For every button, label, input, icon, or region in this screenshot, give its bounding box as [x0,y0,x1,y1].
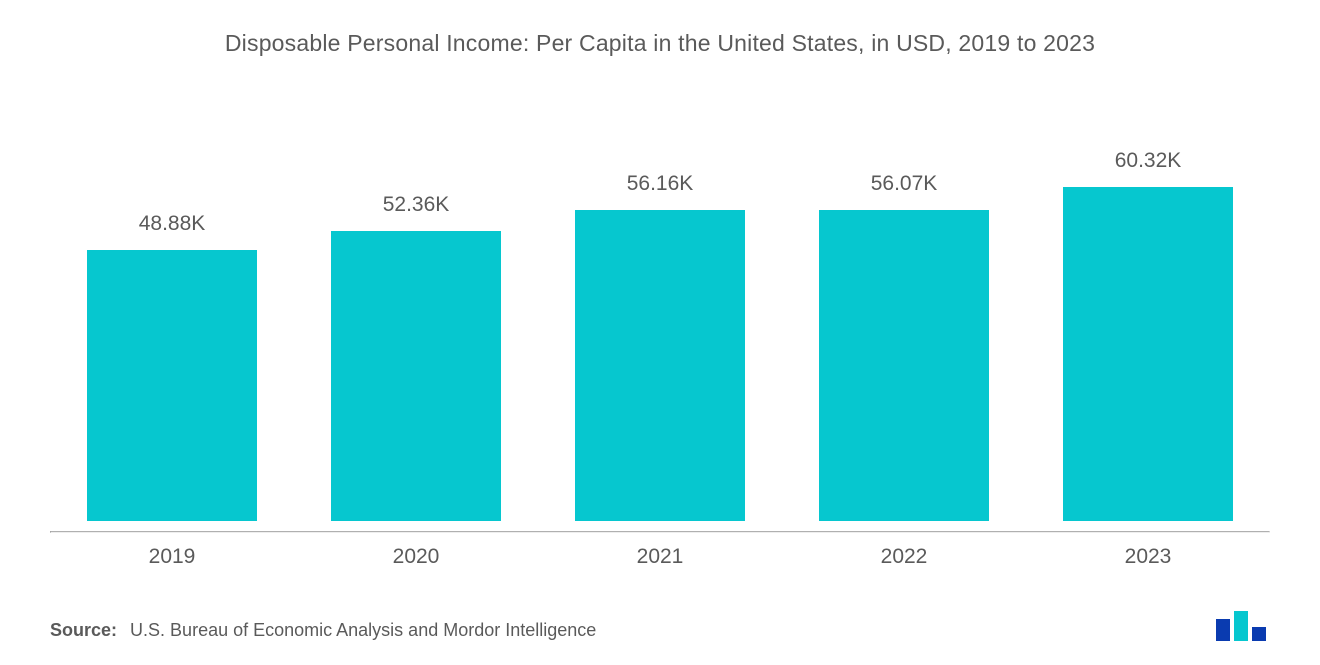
bars-row: 48.88K 52.36K 56.16K 56.07K 60.32K [50,87,1270,521]
chart-plot-area: 48.88K 52.36K 56.16K 56.07K 60.32K [50,87,1270,521]
bar-value-label: 52.36K [383,193,450,217]
bar-slot: 48.88K [50,87,294,521]
source-line: Source: U.S. Bureau of Economic Analysis… [50,620,596,641]
x-axis-label: 2023 [1026,545,1270,569]
bar-slot: 56.07K [782,87,1026,521]
bar [819,210,989,521]
bar [575,210,745,521]
mordor-logo-icon [1214,607,1270,641]
bar [87,250,257,521]
logo-bar [1234,611,1248,641]
logo-bar [1252,627,1266,641]
bar-slot: 56.16K [538,87,782,521]
x-axis-label: 2021 [538,545,782,569]
bar-slot: 60.32K [1026,87,1270,521]
bar [1063,187,1233,521]
x-axis-labels: 20192020202120222023 [50,533,1270,569]
x-axis-label: 2020 [294,545,538,569]
chart-footer: Source: U.S. Bureau of Economic Analysis… [50,607,1270,645]
bar-value-label: 48.88K [139,212,206,236]
bar-value-label: 56.16K [627,172,694,196]
chart-container: Disposable Personal Income: Per Capita i… [0,0,1320,665]
source-label: Source: [50,620,117,640]
chart-title: Disposable Personal Income: Per Capita i… [50,30,1270,57]
bar [331,231,501,521]
x-axis-label: 2022 [782,545,1026,569]
bar-value-label: 60.32K [1115,149,1182,173]
x-axis-label: 2019 [50,545,294,569]
bar-slot: 52.36K [294,87,538,521]
logo-bar [1216,619,1230,641]
source-text: U.S. Bureau of Economic Analysis and Mor… [130,620,596,640]
bar-value-label: 56.07K [871,172,938,196]
